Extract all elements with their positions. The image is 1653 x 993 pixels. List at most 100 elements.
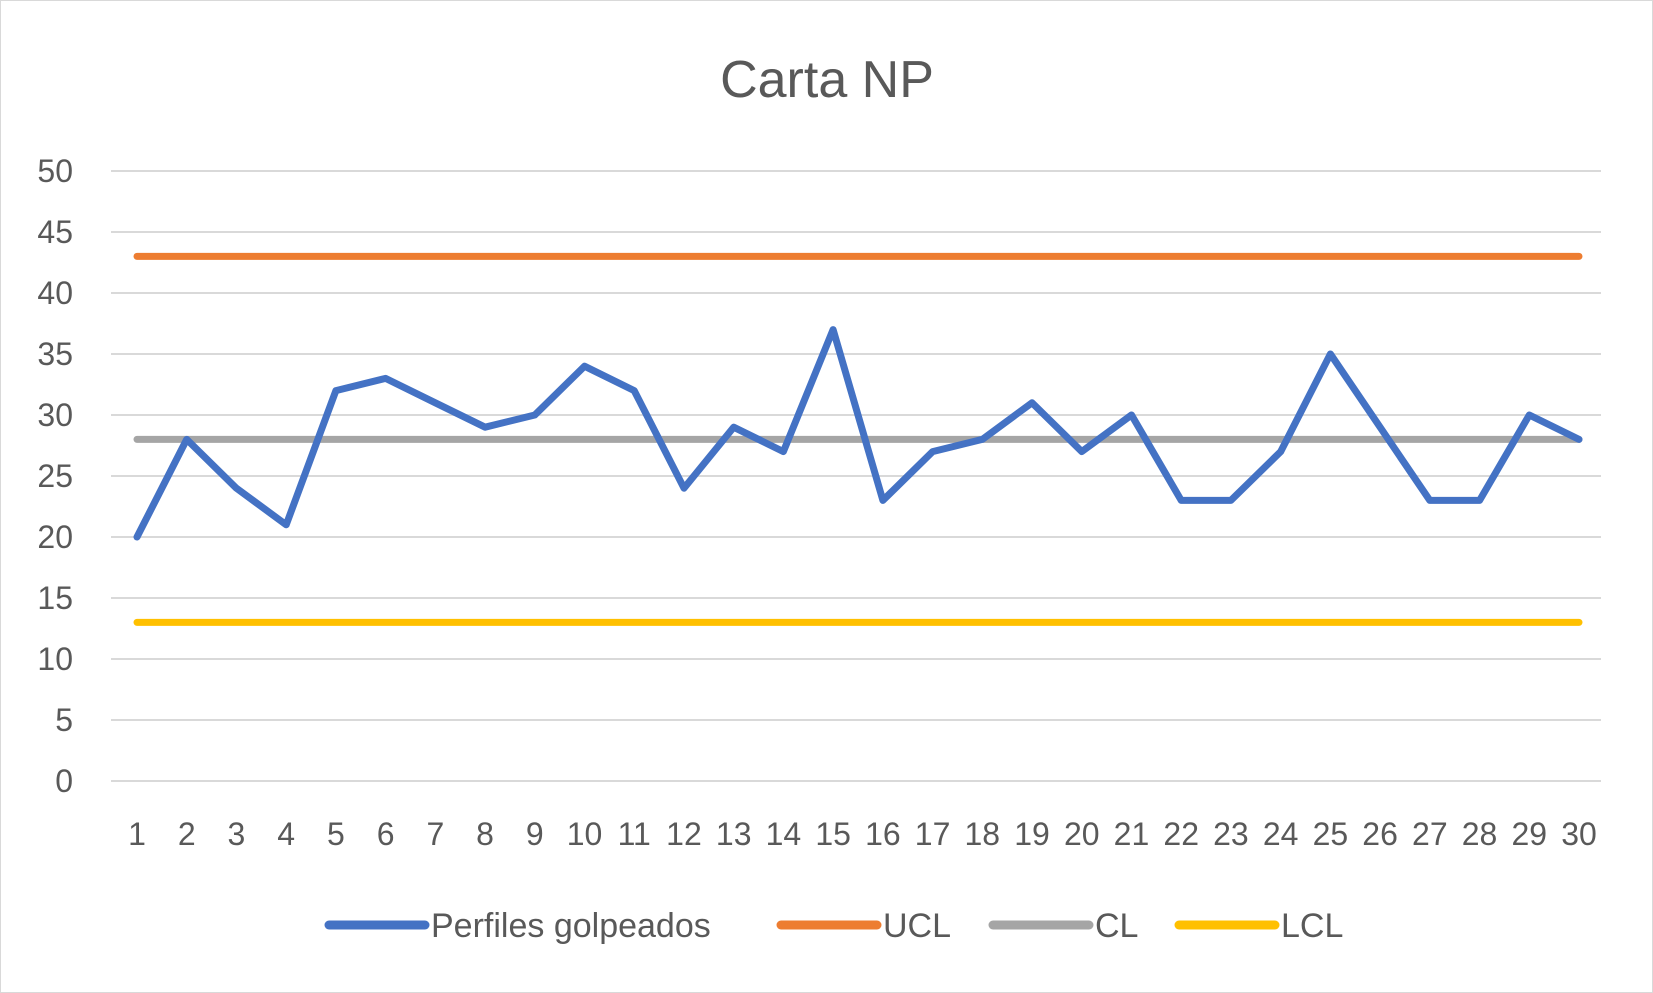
data-point-lcl-24 (1280, 621, 1282, 623)
data-point-perfiles-golpeados-11 (633, 390, 635, 392)
data-point-cl-9 (534, 438, 536, 440)
data-point-lcl-2 (186, 621, 188, 623)
data-point-ucl-25 (1329, 255, 1331, 257)
data-point-perfiles-golpeados-16 (882, 499, 884, 501)
data-point-ucl-12 (683, 255, 685, 257)
y-tick-label-15: 15 (37, 580, 73, 616)
data-point-ucl-3 (235, 255, 237, 257)
data-point-perfiles-golpeados-3 (235, 487, 237, 489)
data-point-ucl-7 (434, 255, 436, 257)
gridlines (111, 170, 1601, 782)
legend-item-lcl: LCL (1174, 907, 1343, 945)
data-point-perfiles-golpeados-2 (186, 438, 188, 440)
data-point-perfiles-golpeados-27 (1429, 499, 1431, 501)
x-tick-label-26: 26 (1362, 816, 1398, 852)
data-point-cl-29 (1528, 438, 1530, 440)
data-point-ucl-4 (285, 255, 287, 257)
data-point-lcl-22 (1180, 621, 1182, 623)
data-point-cl-15 (832, 438, 834, 440)
data-point-perfiles-golpeados-13 (733, 426, 735, 428)
data-point-perfiles-golpeados-21 (1130, 414, 1132, 416)
y-tick-label-10: 10 (37, 641, 73, 677)
x-tick-label-11: 11 (618, 816, 651, 852)
y-tick-label-20: 20 (37, 519, 73, 555)
data-point-ucl-16 (882, 255, 884, 257)
x-tick-label-22: 22 (1163, 816, 1199, 852)
data-point-perfiles-golpeados-28 (1479, 499, 1481, 501)
y-axis-tick-labels: 0 5 10 15 20 25 30 35 40 45 50 (37, 153, 73, 799)
data-point-ucl-10 (584, 255, 586, 257)
y-tick-label-45: 45 (37, 214, 73, 250)
data-point-lcl-6 (385, 621, 387, 623)
data-point-ucl-1 (136, 255, 138, 257)
data-point-cl-3 (235, 438, 237, 440)
data-point-ucl-15 (832, 255, 834, 257)
data-point-perfiles-golpeados-12 (683, 487, 685, 489)
data-point-ucl-6 (385, 255, 387, 257)
data-point-lcl-30 (1578, 621, 1580, 623)
data-point-ucl-2 (186, 255, 188, 257)
legend-label-ucl: UCL (883, 907, 951, 945)
x-tick-label-14: 14 (766, 816, 802, 852)
data-point-perfiles-golpeados-29 (1528, 414, 1530, 416)
data-point-lcl-28 (1479, 621, 1481, 623)
data-point-lcl-19 (1031, 621, 1033, 623)
x-tick-label-17: 17 (915, 816, 951, 852)
data-point-lcl-25 (1329, 621, 1331, 623)
x-tick-label-2: 2 (178, 816, 196, 852)
series-lines (133, 252, 1583, 626)
x-tick-label-13: 13 (716, 816, 752, 852)
x-tick-label-5: 5 (327, 816, 345, 852)
legend-item-perfiles-golpeados: Perfiles golpeados (324, 907, 711, 945)
data-point-lcl-12 (683, 621, 685, 623)
x-tick-label-10: 10 (567, 816, 603, 852)
data-point-perfiles-golpeados-10 (584, 365, 586, 367)
data-point-perfiles-golpeados-22 (1180, 499, 1182, 501)
data-point-lcl-29 (1528, 621, 1530, 623)
data-point-lcl-17 (932, 621, 934, 623)
data-point-cl-13 (733, 438, 735, 440)
data-point-perfiles-golpeados-14 (782, 451, 784, 453)
data-point-cl-24 (1280, 438, 1282, 440)
data-point-cl-28 (1479, 438, 1481, 440)
data-point-lcl-8 (484, 621, 486, 623)
data-point-lcl-11 (633, 621, 635, 623)
data-point-lcl-10 (584, 621, 586, 623)
data-point-ucl-28 (1479, 255, 1481, 257)
x-tick-label-6: 6 (377, 816, 395, 852)
data-point-perfiles-golpeados-20 (1081, 451, 1083, 453)
data-point-perfiles-golpeados-15 (832, 329, 834, 331)
data-point-cl-19 (1031, 438, 1033, 440)
data-point-lcl-14 (782, 621, 784, 623)
x-tick-label-23: 23 (1213, 816, 1249, 852)
y-tick-label-40: 40 (37, 275, 73, 311)
data-point-perfiles-golpeados-8 (484, 426, 486, 428)
x-tick-label-9: 9 (526, 816, 544, 852)
data-point-ucl-24 (1280, 255, 1282, 257)
data-point-ucl-30 (1578, 255, 1580, 257)
chart-title: Carta NP (720, 51, 934, 109)
x-tick-label-29: 29 (1511, 816, 1547, 852)
data-point-cl-11 (633, 438, 635, 440)
series-line-perfiles-golpeados (133, 326, 1583, 541)
x-tick-label-12: 12 (666, 816, 702, 852)
data-point-cl-5 (335, 438, 337, 440)
data-point-perfiles-golpeados-6 (385, 377, 387, 379)
data-point-ucl-19 (1031, 255, 1033, 257)
data-point-ucl-27 (1429, 255, 1431, 257)
data-point-cl-27 (1429, 438, 1431, 440)
y-tick-label-5: 5 (55, 702, 73, 738)
data-point-perfiles-golpeados-19 (1031, 402, 1033, 404)
data-point-ucl-18 (981, 255, 983, 257)
x-tick-label-7: 7 (426, 816, 444, 852)
data-point-ucl-23 (1230, 255, 1232, 257)
x-tick-label-16: 16 (865, 816, 901, 852)
x-tick-label-4: 4 (277, 816, 295, 852)
legend-item-cl: CL (988, 907, 1138, 945)
data-point-lcl-9 (534, 621, 536, 623)
data-point-perfiles-golpeados-23 (1230, 499, 1232, 501)
data-point-cl-4 (285, 438, 287, 440)
data-point-cl-21 (1130, 438, 1132, 440)
data-point-lcl-1 (136, 621, 138, 623)
